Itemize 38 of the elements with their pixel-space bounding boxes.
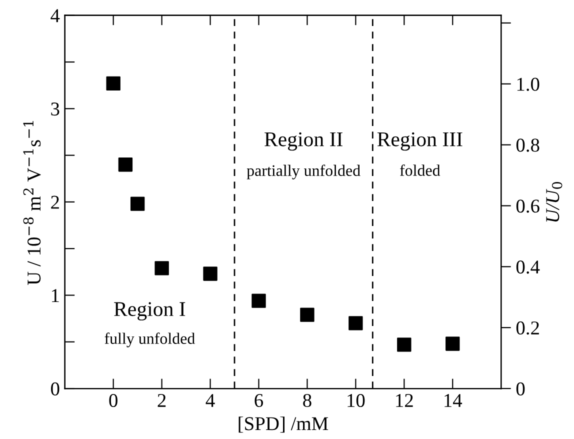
x-tick-label: 14 bbox=[444, 394, 462, 407]
annotation: Region I bbox=[114, 302, 186, 320]
y-tick-label: 0 bbox=[51, 382, 60, 396]
x-tick-label: 6 bbox=[254, 394, 264, 408]
point bbox=[397, 338, 412, 352]
point bbox=[446, 336, 460, 351]
point bbox=[300, 308, 314, 322]
y2-axis-title: U/U$_{0}$ bbox=[546, 182, 562, 222]
y-tick-label: 4 bbox=[50, 9, 60, 22]
y-tick-label: 3 bbox=[51, 102, 60, 116]
point bbox=[252, 294, 266, 308]
x-tick-label: 2 bbox=[158, 394, 166, 407]
x-tick-label: 10 bbox=[348, 394, 365, 408]
point bbox=[118, 158, 133, 172]
y-tick-label: 2 bbox=[51, 196, 59, 209]
annotation: partially unfolded bbox=[246, 164, 360, 180]
annotation: Region III bbox=[377, 132, 462, 151]
annotation: fully unfolded bbox=[104, 332, 195, 348]
y-tick-label: 1 bbox=[52, 289, 59, 302]
x-tick-label: 0 bbox=[109, 394, 118, 408]
x-axis-title: [SPD] /mM bbox=[238, 416, 328, 433]
y2-tick-label: 0.6 bbox=[516, 200, 540, 213]
y2-tick-label: 0.4 bbox=[516, 260, 540, 274]
point bbox=[203, 266, 218, 281]
y2-tick-label: 0.8 bbox=[516, 138, 540, 152]
point bbox=[348, 316, 363, 330]
point bbox=[130, 196, 145, 211]
annotation: folded bbox=[400, 164, 440, 176]
x-tick-label: 4 bbox=[206, 394, 215, 407]
point bbox=[154, 261, 169, 276]
y2-tick-label: 0 bbox=[516, 382, 525, 396]
annotation: Region II bbox=[264, 132, 342, 151]
y2-tick-label: 1.0 bbox=[517, 78, 540, 91]
y-axis-title: U / 10$^{−8}$ m$^{2}$ V$^{−1}$s$^{−1}$ bbox=[23, 121, 41, 285]
x-tick-label: 12 bbox=[396, 394, 413, 407]
point bbox=[106, 76, 120, 91]
x-tick-label: 8 bbox=[303, 394, 312, 408]
y2-tick-label: 0.2 bbox=[516, 321, 539, 335]
